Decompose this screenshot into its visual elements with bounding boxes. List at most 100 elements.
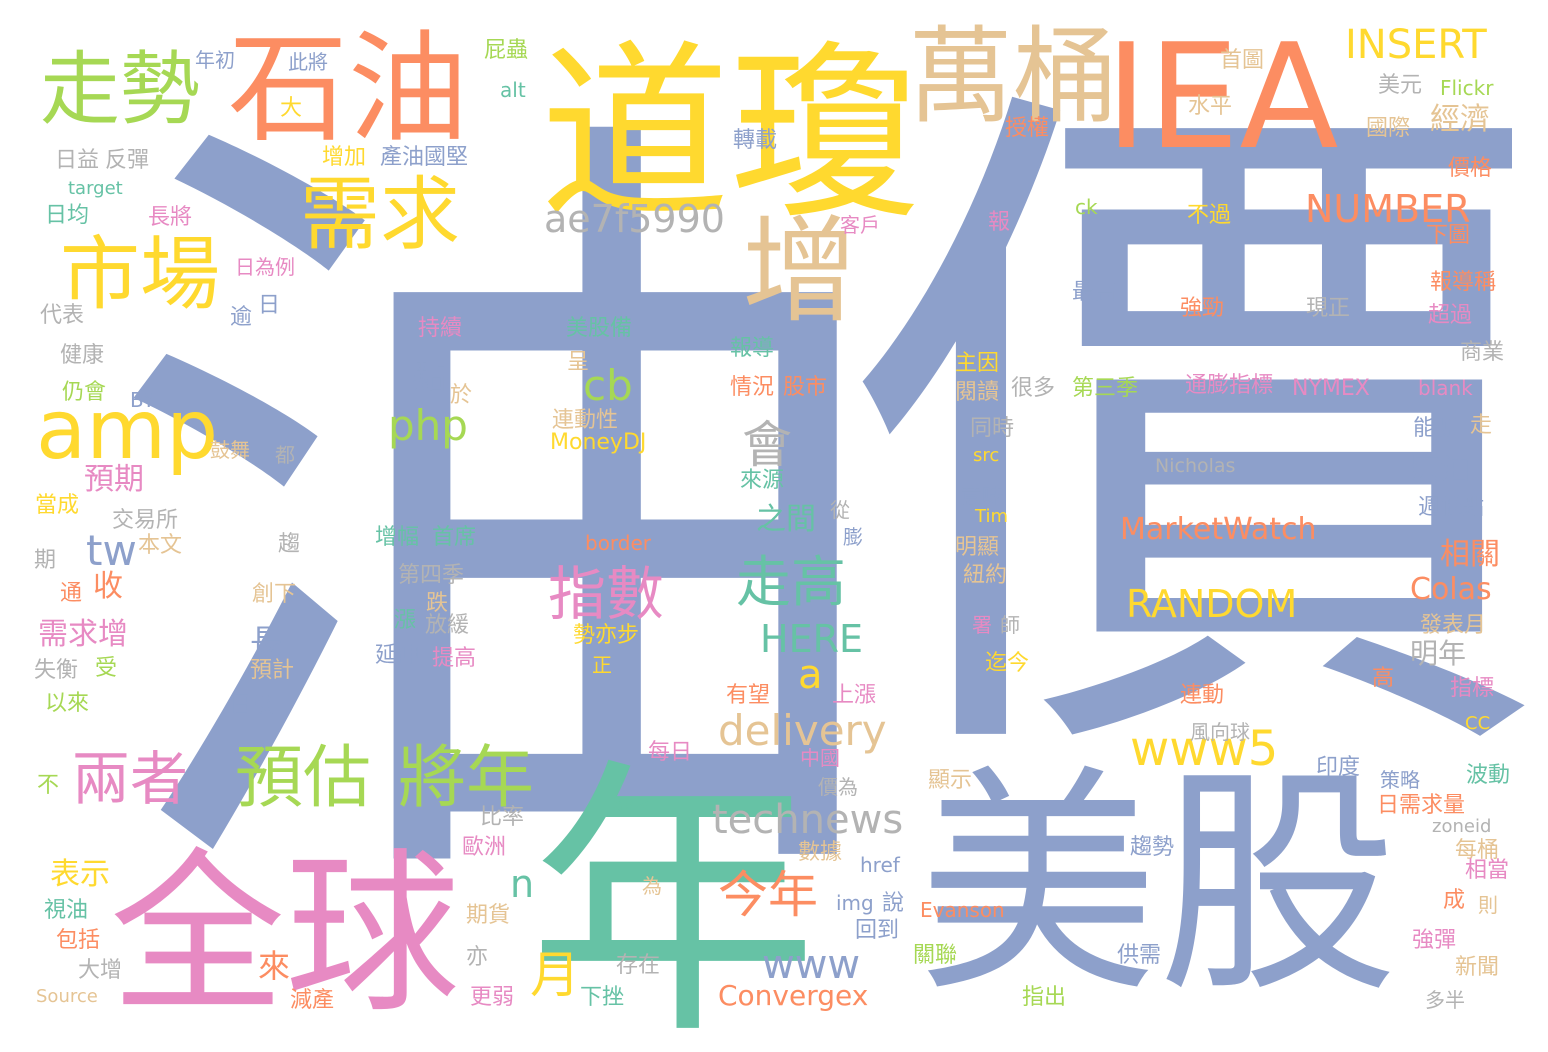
word-182: Source — [36, 986, 98, 1007]
word-122: 現正 — [1306, 296, 1351, 321]
word-90: 健康 — [60, 343, 105, 368]
word-128: 閱讀 — [955, 380, 1000, 405]
word-56: 第三季 — [1072, 376, 1139, 401]
word-57: 很多 — [1011, 376, 1056, 401]
word-114: 國際 — [1366, 116, 1411, 141]
word-109: 首圖 — [1220, 48, 1265, 73]
word-26: delivery — [718, 706, 887, 755]
word-65: 首席 — [432, 525, 477, 550]
word-112: 水平 — [1188, 94, 1233, 119]
word-118: 不過 — [1187, 203, 1232, 228]
word-134: 意味 — [960, 485, 1005, 510]
word-164: 每桶 — [1455, 838, 1500, 863]
word-158: 比率 — [480, 805, 525, 830]
word-30: Convergex — [718, 979, 869, 1012]
word-191: 正 — [592, 653, 612, 677]
word-186: 指出 — [1022, 985, 1067, 1010]
word-104: 受 — [95, 656, 118, 681]
word-95: 都 — [275, 443, 295, 467]
word-33: a — [798, 652, 823, 698]
word-159: 歐洲 — [462, 835, 507, 860]
word-194: 來源 — [740, 468, 785, 493]
word-87: 代表 — [40, 303, 85, 328]
word-47: 收 — [93, 569, 123, 604]
word-1: 價 — [850, 33, 1547, 843]
word-162: 趨勢 — [1130, 835, 1175, 860]
word-185: 下挫 — [580, 985, 625, 1010]
word-12: 增 — [742, 205, 858, 339]
word-41: 相關 — [1440, 537, 1500, 572]
word-144: 指標 — [1450, 676, 1495, 701]
word-111: Flickr — [1440, 76, 1494, 100]
word-113: 授權 — [1005, 116, 1050, 141]
word-157: avw — [612, 795, 649, 816]
word-88: 逾 — [230, 305, 253, 330]
word-107: 日以 — [230, 693, 275, 718]
word-189: 跌 — [426, 591, 449, 616]
word-126: blank — [1418, 376, 1473, 400]
word-6: 全球 — [110, 834, 460, 1037]
word-75: 屁蟲 — [484, 38, 529, 63]
word-179: 視油 — [44, 898, 89, 923]
word-70: 勢亦步 — [573, 623, 640, 648]
word-73: 增加 — [322, 145, 367, 170]
word-94: 鼓舞 — [210, 438, 250, 462]
word-7: 石油 — [228, 20, 468, 159]
word-139: 師 — [1000, 613, 1020, 637]
word-180: 包括 — [56, 928, 101, 953]
word-31: php — [388, 401, 468, 450]
word-106: 以來 — [45, 691, 90, 716]
word-146: CC — [1465, 713, 1491, 734]
word-116: 報 — [988, 210, 1011, 235]
word-145: 風向球 — [1190, 720, 1250, 744]
word-103: 失衡 — [34, 658, 79, 683]
word-108: 不 — [37, 773, 60, 798]
word-119: 下圖 — [1426, 223, 1471, 248]
word-93: 於 — [450, 383, 473, 408]
word-63: 連動性 — [552, 408, 619, 433]
word-190: 漲 — [394, 608, 417, 633]
word-60: 報導 — [730, 336, 775, 361]
word-24: ae7f5990 — [544, 197, 725, 241]
word-86: 日為例 — [235, 255, 295, 279]
word-172: 回到 — [855, 918, 900, 943]
word-177: 供需 — [1117, 943, 1162, 968]
word-133: 週低點 — [1418, 495, 1485, 520]
word-20: RANDOM — [1126, 582, 1298, 626]
word-46: 表示 — [50, 857, 110, 892]
word-165: 相當 — [1465, 858, 1510, 883]
word-67: 放緩 — [425, 613, 470, 638]
word-38: Colas — [1410, 572, 1492, 607]
word-147: 有望 — [726, 683, 771, 708]
word-156: 日需求量 — [1377, 793, 1466, 818]
word-68: 延伸 — [375, 643, 420, 668]
word-163: zoneid — [1432, 816, 1492, 837]
word-58: 情況 — [730, 375, 775, 400]
word-138: 署 — [972, 613, 992, 637]
word-77: 此將 — [288, 50, 328, 74]
word-127: 主因 — [955, 351, 1000, 376]
word-148: 上漲 — [832, 683, 877, 708]
word-151: 印度 — [1316, 755, 1361, 780]
word-55: 通膨指標 — [1185, 373, 1274, 398]
word-10: 需求 — [300, 168, 460, 261]
word-39: 原油 — [1410, 452, 1470, 487]
word-15: 將年 — [398, 739, 535, 818]
word-62: 持續 — [418, 316, 463, 341]
word-84: 長將 — [148, 205, 193, 230]
word-121: 強勁 — [1180, 296, 1225, 321]
word-2: 道瓊 — [540, 24, 921, 245]
word-97: 交易所 — [112, 508, 179, 533]
word-136: 明顯 — [955, 535, 1000, 560]
word-23: MarketWatch — [1120, 512, 1317, 547]
word-187: 多半 — [1425, 988, 1465, 1012]
word-130: 走 — [1470, 413, 1493, 438]
word-21: NUMBER — [1305, 187, 1471, 231]
word-124: 超過 — [1428, 303, 1473, 328]
word-16: 兩者 — [72, 745, 189, 813]
word-32: cb — [583, 361, 633, 410]
word-53: NYMEX — [1292, 376, 1370, 401]
word-123: 報導稱 — [1430, 270, 1497, 295]
word-81: 反彈 — [105, 148, 150, 173]
word-14: 預估 — [235, 739, 372, 818]
